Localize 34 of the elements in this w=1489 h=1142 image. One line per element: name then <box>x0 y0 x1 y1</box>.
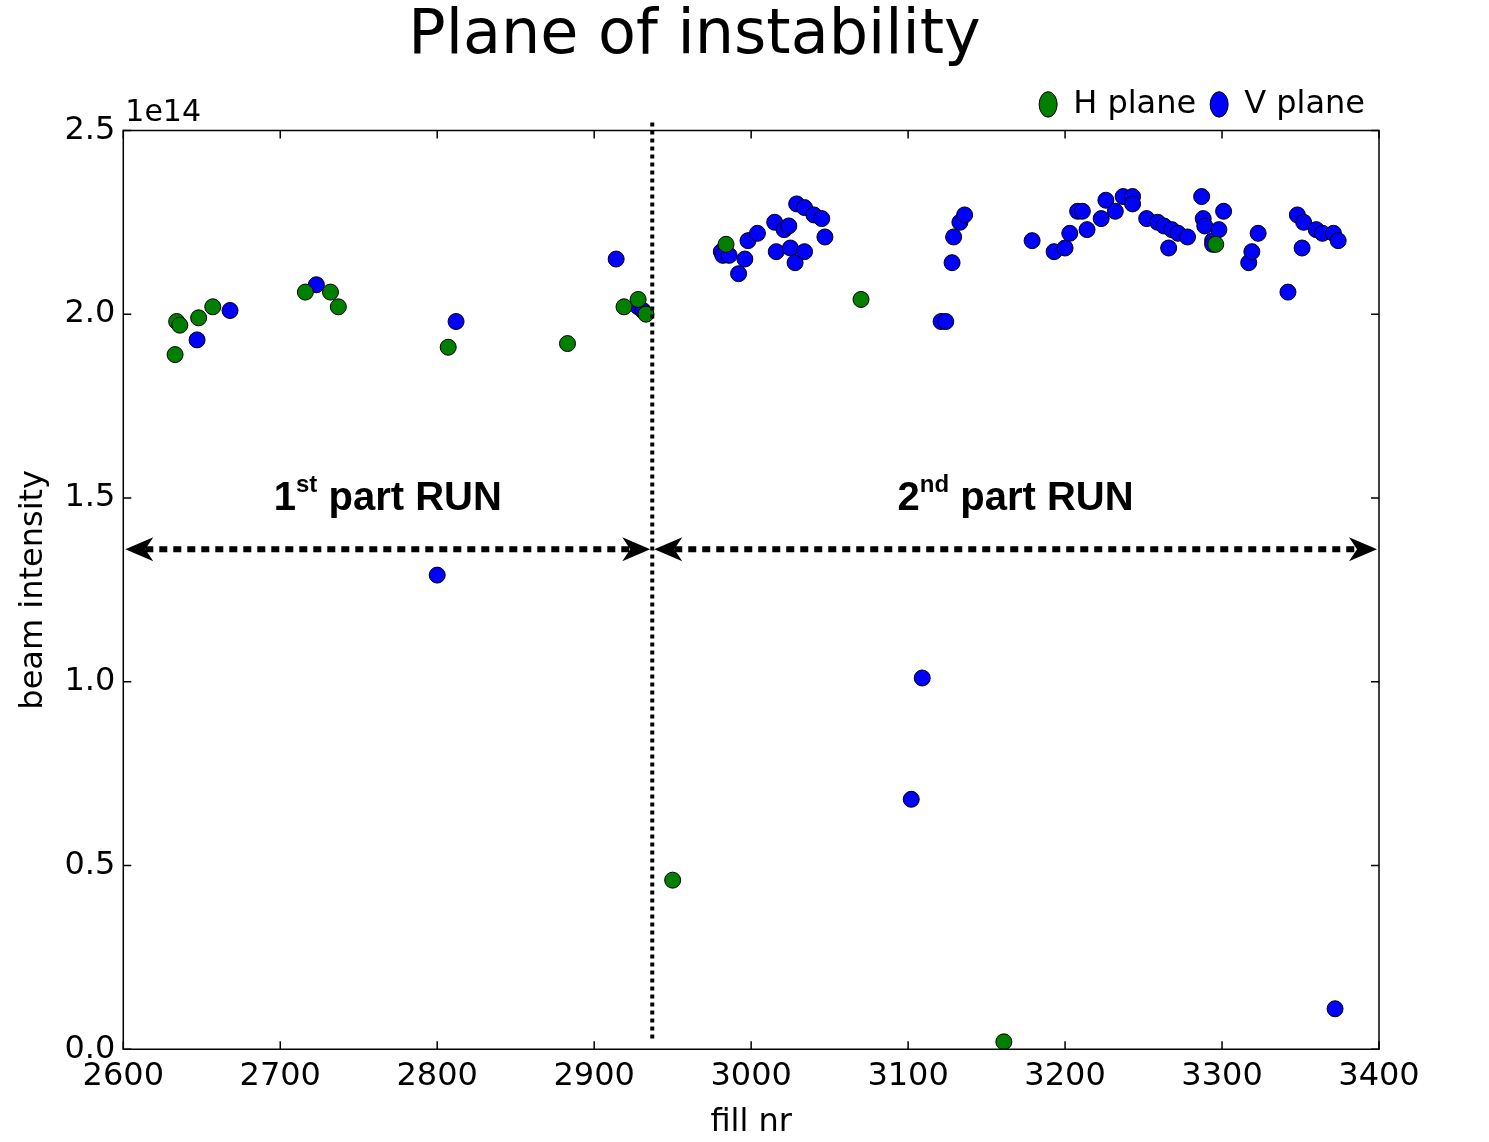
point <box>995 1033 1013 1050</box>
point <box>629 290 647 308</box>
point <box>166 346 184 364</box>
point <box>296 283 314 301</box>
point <box>637 305 655 323</box>
y-tick-label: 1.5 <box>64 476 116 515</box>
point <box>664 871 682 889</box>
y-tick-label: 1.0 <box>64 659 116 698</box>
text: 1e14 <box>125 93 202 129</box>
x-axis-title: fill nr <box>710 1101 793 1140</box>
x-tick-label: 2700 <box>239 1054 321 1093</box>
x-tick-label: 3300 <box>1181 1054 1263 1093</box>
y-tick-label: 2.5 <box>64 108 116 147</box>
point <box>204 298 222 316</box>
y-tick-label: 0.5 <box>64 843 116 882</box>
x-tick-label: 3000 <box>710 1054 792 1093</box>
x-tick-label: 3400 <box>1338 1054 1420 1093</box>
point <box>439 338 457 356</box>
point <box>717 235 735 253</box>
point <box>852 290 870 308</box>
point <box>615 298 633 316</box>
x-tick-label: 2900 <box>553 1054 635 1093</box>
legend-label: H plane <box>1073 82 1197 121</box>
x-tick-label: 2800 <box>396 1054 478 1093</box>
y-tick-label: 2.0 <box>64 292 116 331</box>
point <box>329 298 347 316</box>
x-tick-label: 3200 <box>1024 1054 1106 1093</box>
point <box>190 309 208 327</box>
point <box>321 283 339 301</box>
legend-label: V plane <box>1244 82 1365 121</box>
point <box>559 335 576 353</box>
x-tick-label: 3100 <box>867 1054 949 1093</box>
y-axis-title: beam intensity <box>11 469 50 710</box>
chart-title: Plane of instability <box>408 0 981 69</box>
